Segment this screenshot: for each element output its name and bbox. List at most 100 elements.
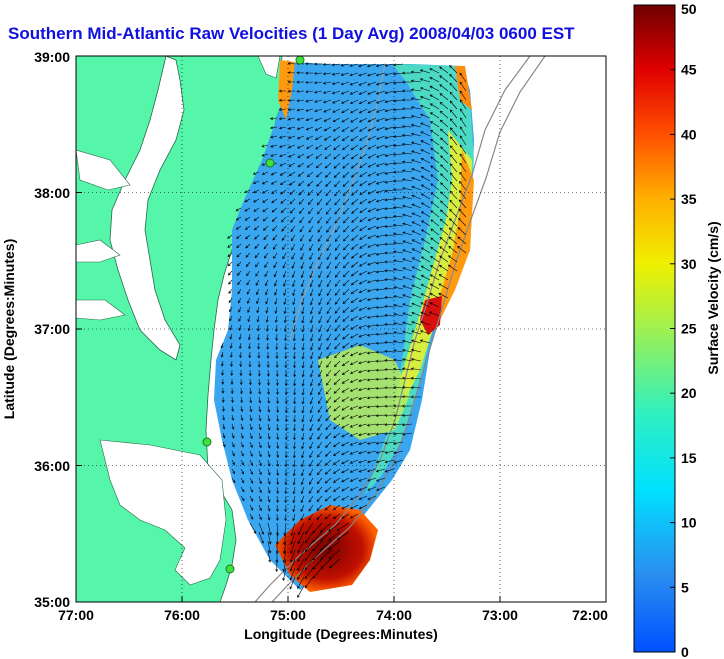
velocity-arrow (401, 367, 413, 371)
velocity-arrow (316, 180, 323, 187)
velocity-arrow (267, 531, 272, 545)
velocity-arrow (384, 304, 395, 308)
velocity-arrow (350, 288, 359, 295)
velocity-arrow (439, 101, 449, 110)
velocity-arrow (384, 153, 395, 157)
velocity-arrow (457, 227, 467, 236)
velocity-arrow (265, 306, 269, 314)
velocity-arrow (292, 297, 296, 306)
velocity-arrow (287, 108, 296, 112)
velocity-arrow (420, 87, 431, 92)
velocity-arrow (393, 404, 403, 408)
velocity-arrow (419, 69, 431, 74)
velocity-arrow (325, 180, 332, 187)
velocity-arrow (367, 153, 377, 159)
velocity-arrow (326, 378, 332, 386)
velocity-arrow (411, 239, 422, 245)
velocity-arrow (375, 386, 386, 390)
velocity-arrow (420, 131, 431, 137)
velocity-arrow (267, 495, 271, 503)
velocity-arrow (367, 180, 377, 186)
velocity-arrow (429, 68, 440, 74)
velocity-arrow (265, 297, 269, 305)
velocity-arrow (334, 279, 341, 287)
velocity-arrow (293, 342, 296, 351)
velocity-arrow (283, 306, 287, 315)
velocity-field-ne-orange (455, 66, 472, 110)
velocity-arrow (384, 269, 395, 273)
velocity-arrow (288, 171, 296, 177)
velocity-arrow (324, 171, 332, 178)
velocity-arrow (326, 288, 332, 297)
velocity-arrow (308, 225, 314, 233)
velocity-arrow (265, 315, 269, 323)
velocity-arrow (258, 504, 262, 512)
velocity-arrow (325, 198, 332, 206)
velocity-arrow (349, 459, 359, 464)
velocity-arrow (343, 234, 350, 242)
velocity-arrow (430, 174, 440, 182)
velocity-arrow (292, 477, 296, 486)
velocity-arrow (309, 243, 314, 251)
velocity-arrow (402, 231, 413, 236)
velocity-arrow (308, 504, 314, 512)
velocity-arrow (393, 277, 404, 281)
velocity-arrow (367, 468, 377, 473)
velocity-arrow (402, 294, 413, 299)
velocity-arrow (293, 351, 296, 360)
y-tick-label: 38:00 (34, 185, 70, 201)
velocity-arrow (278, 89, 286, 93)
velocity-arrow (282, 540, 287, 555)
velocity-arrow (257, 342, 261, 350)
velocity-arrow (292, 495, 296, 504)
velocity-arrow (275, 513, 279, 522)
velocity-arrow (239, 387, 243, 395)
velocity-arrow (459, 81, 467, 92)
y-tick-label: 37:00 (34, 321, 70, 337)
velocity-arrow (274, 315, 278, 323)
velocity-arrow (293, 432, 296, 441)
velocity-arrow (222, 414, 225, 421)
velocity-arrow (350, 135, 359, 141)
velocity-arrow (292, 333, 296, 342)
slope-contour (271, 56, 546, 602)
velocity-arrow (249, 486, 254, 493)
velocity-arrow (284, 333, 288, 342)
velocity-arrow (283, 279, 287, 287)
velocity-arrow (275, 360, 279, 369)
velocity-arrow (402, 213, 413, 218)
velocity-arrow (341, 513, 350, 519)
velocity-arrow (393, 322, 404, 326)
velocity-arrow (334, 198, 341, 206)
colorbar-label: Surface Velocity (cm/s) (705, 221, 721, 374)
velocity-arrow (305, 117, 314, 122)
velocity-arrow (366, 342, 377, 346)
velocity-arrow (359, 153, 368, 159)
velocity-arrow (375, 261, 386, 265)
velocity-arrow (384, 296, 395, 299)
velocity-arrow (316, 468, 323, 476)
velocity-arrow (331, 72, 341, 76)
velocity-arrow (366, 324, 377, 328)
velocity-arrow (318, 360, 323, 369)
velocity-arrow (296, 117, 305, 121)
velocity-arrow (411, 221, 422, 227)
velocity-arrow (341, 135, 350, 141)
velocity-arrow (350, 270, 359, 277)
velocity-arrow (270, 153, 278, 157)
velocity-arrow (375, 477, 386, 482)
velocity-arrow (375, 323, 386, 327)
velocity-arrow (265, 324, 269, 332)
velocity-arrow (367, 216, 377, 222)
velocity-arrow (315, 153, 323, 159)
velocity-arrow (366, 432, 377, 436)
velocity-arrow (401, 385, 413, 389)
velocity-arrow (275, 352, 279, 360)
velocity-arrow (244, 216, 251, 221)
velocity-arrow (258, 405, 262, 413)
velocity-arrow (244, 207, 251, 212)
velocity-arrow (230, 379, 234, 386)
velocity-arrow (237, 279, 242, 286)
velocity-arrow (258, 432, 262, 440)
velocity-arrow (239, 351, 243, 359)
